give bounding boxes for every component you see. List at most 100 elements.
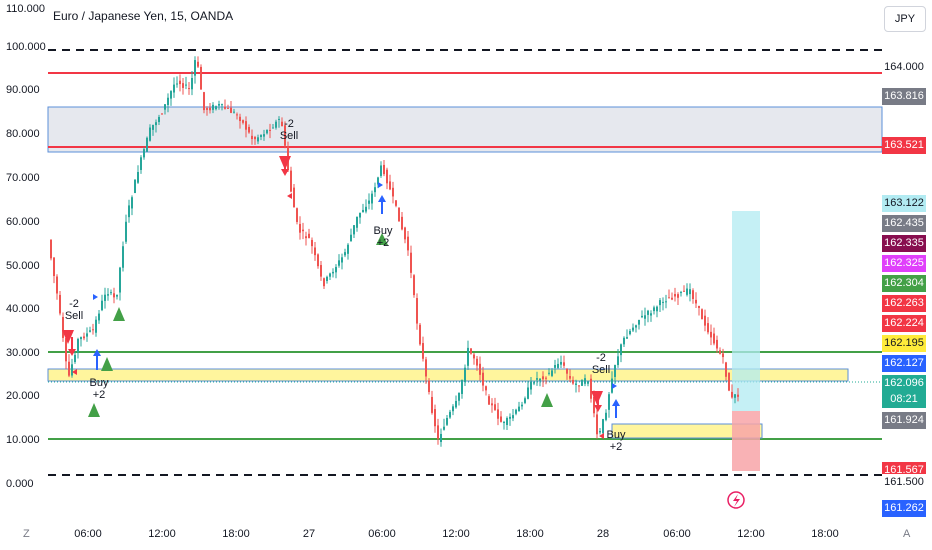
candle-body: [425, 359, 427, 377]
signal-side: Buy: [606, 429, 626, 441]
candle-body: [578, 385, 580, 387]
candle-body: [533, 382, 535, 384]
candle-body: [107, 294, 109, 296]
candle-body: [716, 339, 718, 349]
candle-body: [62, 317, 64, 338]
price-label: 162.224: [882, 315, 926, 332]
candle-body: [218, 104, 220, 106]
candle-body: [59, 294, 61, 314]
candle-body: [407, 236, 409, 251]
candle-body: [278, 118, 280, 120]
candle-body: [212, 104, 214, 110]
timezone-button[interactable]: Z: [23, 528, 30, 540]
candlestick-series: [50, 56, 739, 447]
signal-label: -2 Sell: [277, 118, 301, 142]
candle-body: [692, 290, 694, 299]
candle-body: [353, 225, 355, 235]
candle-body: [635, 325, 637, 328]
candle-body: [137, 171, 139, 183]
candle-body: [161, 113, 163, 115]
left-axis-label: 50.000: [6, 260, 40, 272]
candle-body: [362, 209, 364, 213]
candle-body: [323, 278, 325, 287]
candle-body: [233, 111, 235, 113]
candle-body: [374, 187, 376, 193]
sell-triangle: [62, 330, 74, 344]
candle-body: [188, 88, 190, 90]
candle-body: [731, 391, 733, 398]
candle-body: [320, 265, 322, 277]
candle-body: [365, 206, 367, 212]
candle-body: [440, 433, 442, 443]
candle-body: [284, 125, 286, 146]
candle-body: [491, 403, 493, 406]
yellow-zone-small: [611, 423, 763, 439]
left-axis-label: 20.000: [6, 390, 40, 402]
candle-body: [644, 315, 646, 319]
candle-body: [119, 267, 121, 293]
candle-body: [509, 416, 511, 419]
candle-body: [572, 379, 574, 384]
candle-body: [236, 114, 238, 116]
left-axis-label: 40.000: [6, 303, 40, 315]
left-axis-label: 30.000: [6, 347, 40, 359]
signal-value: -2: [596, 352, 606, 364]
candle-body: [596, 414, 598, 435]
candle-body: [542, 376, 544, 380]
candle-body: [680, 292, 682, 294]
candle-body: [632, 327, 634, 331]
candle-body: [53, 257, 55, 277]
candle-body: [650, 313, 652, 316]
price-label: 162.263: [882, 295, 926, 312]
stop-box[interactable]: [732, 411, 760, 471]
candle-body: [380, 165, 382, 176]
candle-body: [86, 333, 88, 337]
candle-body: [56, 276, 58, 294]
candle-body: [536, 378, 538, 380]
candle-body: [308, 233, 310, 239]
signal-label: Buy +2: [87, 377, 111, 401]
candle-body: [563, 362, 565, 366]
candle-body: [149, 127, 151, 141]
candle-body: [479, 363, 481, 375]
lightning-icon[interactable]: [727, 491, 745, 509]
candle-body: [356, 216, 358, 228]
price-label: 161.262: [882, 500, 926, 517]
candle-body: [683, 290, 685, 292]
auto-scale-button[interactable]: A: [903, 528, 911, 540]
candle-body: [641, 315, 643, 318]
signal-label: Buy +2: [371, 225, 395, 249]
candle-body: [392, 187, 394, 197]
candle-body: [398, 207, 400, 222]
candle-body: [104, 294, 106, 301]
buy-triangle: [541, 393, 553, 407]
candle-body: [134, 179, 136, 194]
price-label: 163.521: [882, 137, 926, 154]
candle-body: [455, 400, 457, 408]
left-axis-label: 80.000: [6, 128, 40, 140]
candle-body: [488, 396, 490, 405]
candle-body: [602, 419, 604, 434]
candle-body: [128, 205, 130, 218]
target-box[interactable]: [732, 211, 760, 411]
candle-body: [674, 294, 676, 297]
candle-body: [476, 358, 478, 366]
candle-body: [698, 305, 700, 308]
candle-body: [203, 92, 205, 111]
candle-body: [272, 127, 274, 129]
candle-body: [521, 404, 523, 407]
signal-side: Sell: [279, 130, 299, 142]
currency-button[interactable]: JPY: [884, 6, 926, 32]
candle-body: [197, 61, 199, 67]
candle-body: [467, 347, 469, 366]
candle-body: [305, 236, 307, 239]
candle-body: [419, 324, 421, 345]
candle-body: [95, 319, 97, 333]
candle-body: [503, 421, 505, 424]
price-label: 163.816: [882, 88, 926, 105]
signal-markers: [62, 156, 620, 439]
blue-arrow-icon: [612, 399, 620, 418]
candle-body: [206, 108, 208, 110]
candle-body: [215, 106, 217, 110]
